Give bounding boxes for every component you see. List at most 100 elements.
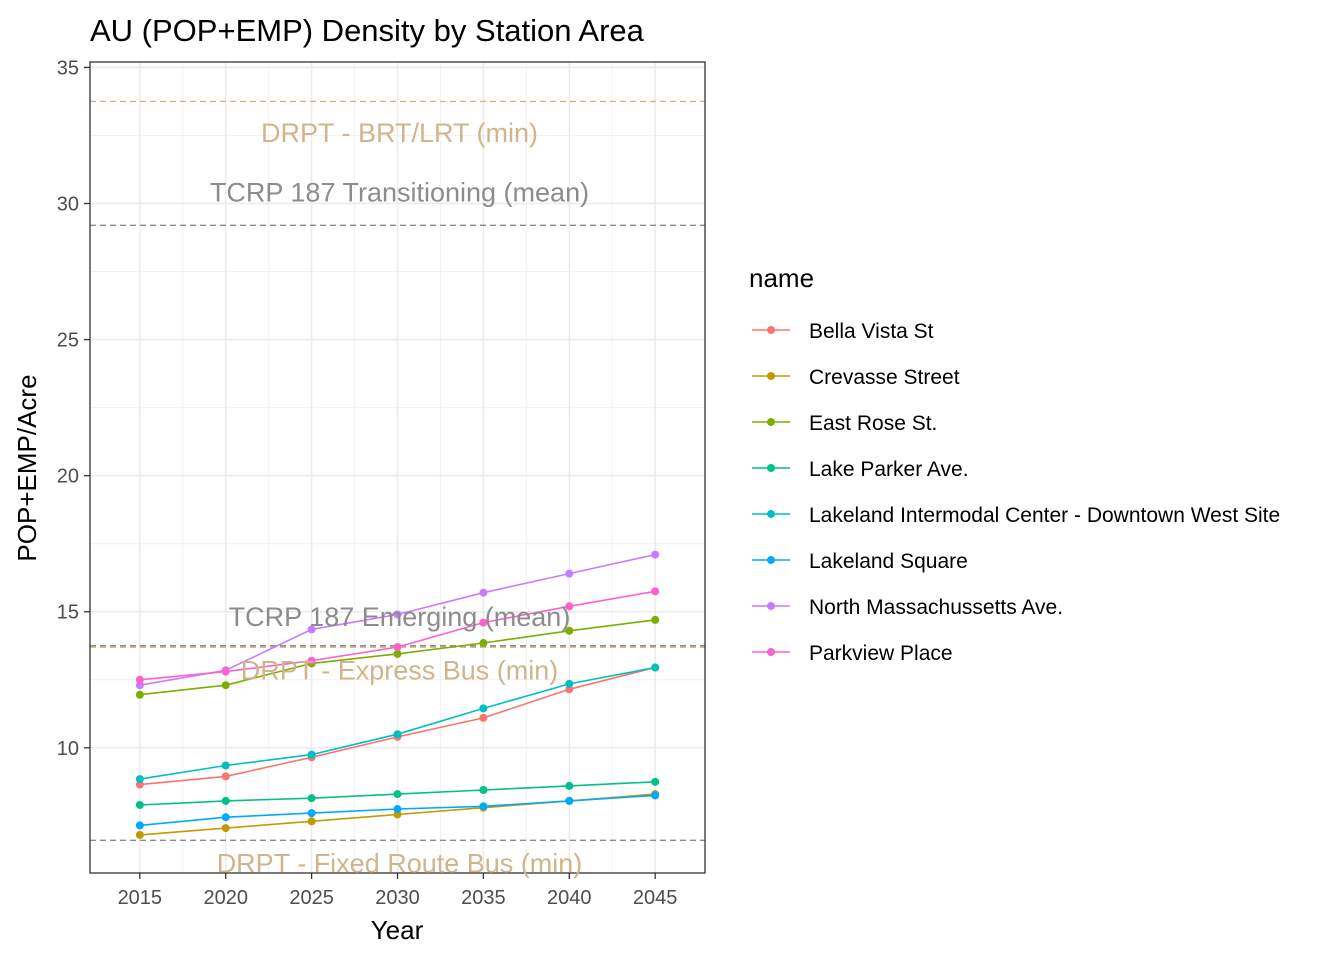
x-tick-label: 2020: [203, 887, 248, 909]
data-point: [307, 656, 316, 665]
legend-label: Lakeland Square: [809, 550, 968, 573]
data-point: [135, 821, 144, 830]
y-tick-label: 25: [57, 330, 79, 352]
legend-key-point: [767, 556, 775, 564]
data-point: [221, 681, 230, 690]
data-point: [221, 796, 230, 805]
legend-label: Parkview Place: [809, 642, 953, 665]
data-point: [565, 569, 574, 578]
data-point: [651, 791, 660, 800]
legend-item: Lakeland Intermodal Center - Downtown We…: [752, 504, 1280, 527]
legend-item: East Rose St.: [752, 412, 937, 435]
x-tick-label: 2045: [633, 887, 678, 909]
data-point: [221, 761, 230, 770]
data-point: [307, 750, 316, 759]
data-point: [393, 649, 402, 658]
x-tick-label: 2035: [461, 887, 506, 909]
reference-line-label: DRPT - Fixed Route Bus (min): [217, 848, 583, 878]
data-point: [479, 618, 488, 627]
legend-item: North Massachussetts Ave.: [752, 596, 1063, 619]
legend-key-point: [767, 372, 775, 380]
x-tick-label: 2025: [289, 887, 334, 909]
y-tick-label: 20: [57, 466, 79, 488]
legend-item: Bella Vista St: [752, 320, 934, 343]
data-point: [393, 643, 402, 652]
legend-key-point: [767, 464, 775, 472]
legend-key-point: [767, 418, 775, 426]
data-point: [651, 615, 660, 624]
reference-lines: [90, 100, 705, 842]
series-4: [135, 663, 660, 784]
data-point: [307, 794, 316, 803]
data-point: [307, 817, 316, 826]
series-layer: [135, 550, 660, 839]
chart-title: AU (POP+EMP) Density by Station Area: [90, 13, 645, 48]
data-point: [651, 587, 660, 596]
data-point: [565, 602, 574, 611]
data-point: [565, 781, 574, 790]
grid: [90, 62, 705, 873]
data-point: [221, 813, 230, 822]
y-tick-label: 30: [57, 194, 79, 216]
legend-label: East Rose St.: [809, 412, 937, 435]
legend-item: Crevasse Street: [752, 366, 960, 389]
data-point: [393, 790, 402, 799]
data-point: [221, 824, 230, 833]
data-point: [651, 777, 660, 786]
data-point: [479, 785, 488, 794]
legend-key-point: [767, 326, 775, 334]
legend-key-point: [767, 648, 775, 656]
y-axis-title: POP+EMP/Acre: [12, 374, 42, 561]
legend: name Bella Vista St Crevasse Street East R…: [749, 263, 1280, 665]
x-tick-label: 2030: [375, 887, 420, 909]
data-point: [135, 690, 144, 699]
data-point: [307, 809, 316, 818]
data-point: [393, 730, 402, 739]
data-point: [565, 796, 574, 805]
x-axis: 2015 2020 2025 2030 2035 2040 2045: [118, 873, 678, 909]
data-point: [565, 679, 574, 688]
y-tick-label: 15: [57, 602, 79, 624]
x-tick-label: 2015: [118, 887, 163, 909]
data-point: [221, 772, 230, 781]
data-point: [393, 610, 402, 619]
reference-labels: DRPT - BRT/LRT (min) TCRP 187 Transitioni…: [210, 118, 589, 879]
y-tick-label: 35: [57, 57, 79, 79]
series-7: [135, 587, 660, 684]
reference-line-label: DRPT - BRT/LRT (min): [261, 118, 538, 148]
series-3: [135, 777, 660, 809]
data-point: [479, 704, 488, 713]
legend-title: name: [749, 263, 814, 293]
legend-item: Lake Parker Ave.: [752, 458, 969, 481]
legend-label: North Massachussetts Ave.: [809, 596, 1063, 619]
reference-line-label: TCRP 187 Emerging (mean): [229, 602, 571, 632]
data-point: [565, 626, 574, 635]
plot-area: [89, 61, 706, 874]
y-axis: 10 15 20 25 30 35: [57, 57, 90, 760]
data-point: [221, 667, 230, 676]
data-point: [135, 775, 144, 784]
y-tick-label: 10: [57, 738, 79, 760]
data-point: [393, 805, 402, 814]
data-point: [479, 588, 488, 597]
data-point: [651, 663, 660, 672]
legend-item: Lakeland Square: [752, 550, 968, 573]
legend-items: Bella Vista St Crevasse Street East Rose S…: [752, 320, 1280, 665]
reference-line-label: TCRP 187 Transitioning (mean): [210, 178, 589, 208]
data-point: [479, 639, 488, 648]
data-point: [135, 675, 144, 684]
legend-label: Crevasse Street: [809, 366, 960, 389]
data-point: [479, 802, 488, 811]
legend-label: Lake Parker Ave.: [809, 458, 969, 481]
data-point: [135, 800, 144, 809]
x-tick-label: 2040: [547, 887, 592, 909]
data-point: [651, 550, 660, 559]
legend-key-point: [767, 510, 775, 518]
legend-label: Lakeland Intermodal Center - Downtown We…: [809, 504, 1280, 527]
x-axis-title: Year: [371, 915, 424, 945]
reference-line-label: DRPT - Express Bus (min): [241, 655, 559, 685]
data-point: [135, 830, 144, 839]
data-point: [479, 713, 488, 722]
legend-label: Bella Vista St: [809, 320, 934, 343]
